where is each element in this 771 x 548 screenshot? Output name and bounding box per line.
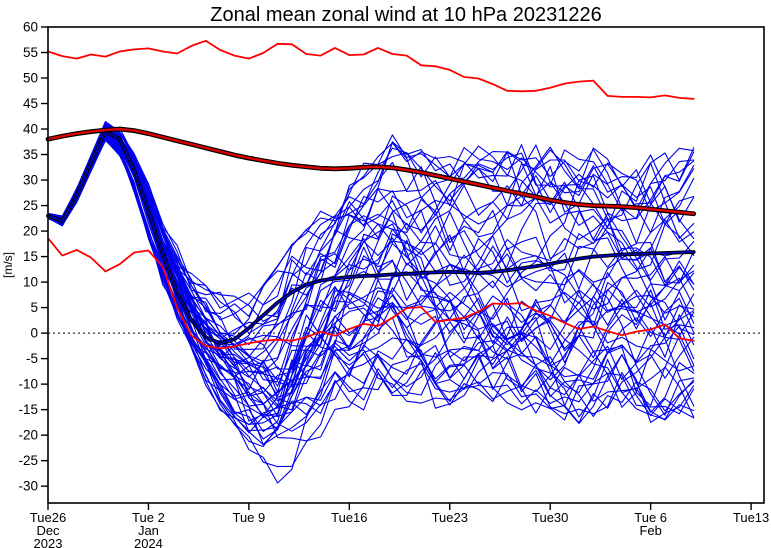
y-tick-label: -15 [18,402,38,417]
ensemble-member-line [47,134,695,408]
y-tick-label: 0 [30,326,38,341]
y-tick-label: 50 [23,71,38,86]
climatology-mean-line [46,127,695,215]
x-tick-sublabel: Dec [36,523,60,538]
ensemble-member-line [47,127,695,347]
y-tick-label: -30 [18,479,38,494]
y-tick-label: 60 [23,20,38,35]
climatology-upper-line [47,39,695,100]
x-tick-label: Tue 6 [634,510,667,525]
plot-frame [47,26,765,504]
ensemble-member-line [47,136,695,468]
x-tick-sublabel: Feb [639,523,661,538]
ensemble-member-line [47,139,695,440]
y-tick-label: 30 [23,173,38,188]
x-tick-label: Tue13 [733,510,769,525]
y-tick-label: -20 [18,428,38,443]
ensemble-member-line [47,138,695,446]
y-tick-label: 55 [23,45,38,60]
ensemble-member-line [47,135,695,426]
y-axis-label: [m/s] [1,252,15,278]
x-tick-year-label: 2023 [34,536,63,548]
ensemble-member-line [47,123,695,346]
ensemble-member-line [47,124,695,394]
x-tick-label: Tue23 [432,510,468,525]
x-tick-label: Tue16 [331,510,367,525]
y-tick-label: 45 [23,96,38,111]
x-tick-label: Tue 9 [232,510,265,525]
y-tick-label: 10 [23,275,38,290]
y-tick-label: 40 [23,122,38,137]
ensemble-member-line [47,128,695,406]
y-tick-label: -25 [18,453,38,468]
y-tick-label: 25 [23,198,38,213]
ensemble-member-line [47,126,695,309]
analysis-line [47,237,695,350]
y-tick-label: 5 [30,300,38,315]
x-tick-label: Tue30 [532,510,568,525]
ensemble-member-line [47,131,695,419]
chart-title: Zonal mean zonal wind at 10 hPa 20231226 [210,4,602,26]
y-tick-label: 35 [23,147,38,162]
y-tick-label: -10 [18,377,38,392]
x-tick-year-label: 2024 [134,536,163,548]
y-tick-label: -5 [26,351,38,366]
x-tick-sublabel: Jan [138,523,159,538]
ensemble-member-line [47,125,695,346]
y-tick-label: 15 [23,249,38,264]
ensemble-mean-line [47,130,695,345]
x-tick-label: Tue 2 [132,510,165,525]
y-tick-label: 20 [23,224,38,239]
x-tick-label: Tue26 [30,510,66,525]
